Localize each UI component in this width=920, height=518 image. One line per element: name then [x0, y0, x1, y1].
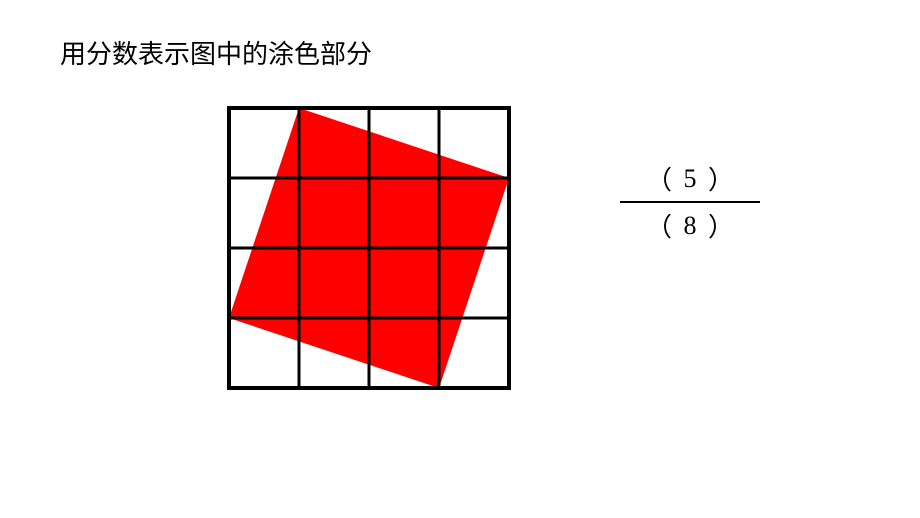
denominator-value: 8: [678, 211, 702, 241]
numerator-value: 5: [678, 164, 702, 194]
grid-svg: [225, 104, 513, 392]
fraction-denominator-row: （ 8 ）: [646, 203, 734, 248]
fraction-numerator-row: （ 5 ）: [646, 156, 734, 201]
grid-diagram: [225, 104, 505, 384]
paren-right: ）: [708, 207, 734, 244]
fraction-display: （ 5 ） （ 8 ）: [620, 156, 760, 248]
paren-left: （: [646, 160, 672, 197]
paren-left: （: [646, 207, 672, 244]
paren-right: ）: [708, 160, 734, 197]
prompt-text: 用分数表示图中的涂色部分: [60, 34, 372, 71]
